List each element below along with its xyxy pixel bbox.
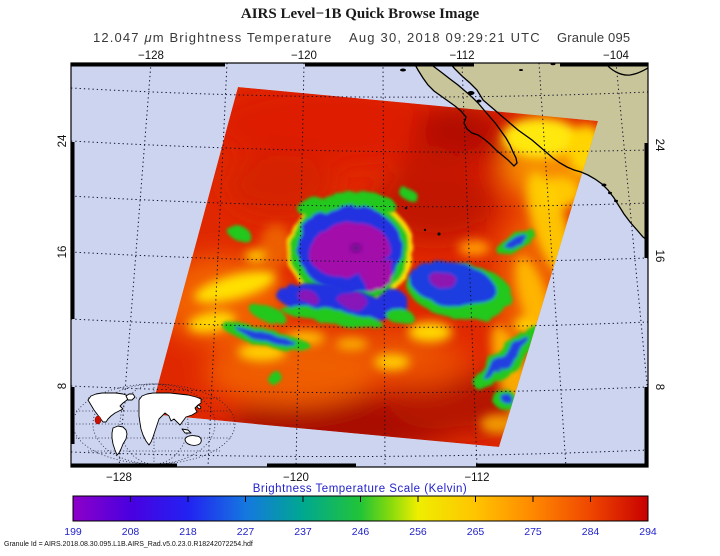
svg-text:284: 284 [582, 526, 600, 538]
svg-text:16: 16 [653, 250, 665, 263]
svg-text:8: 8 [57, 383, 69, 389]
svg-text:294: 294 [639, 526, 657, 538]
svg-text:Granule Id = AIRS.2018.08.30.0: Granule Id = AIRS.2018.08.30.095.L1B.AIR… [4, 541, 253, 548]
svg-text:AIRS Level−1B Quick Browse Ima: AIRS Level−1B Quick Browse Image [241, 6, 480, 22]
svg-text:−104: −104 [603, 50, 630, 62]
svg-text:199: 199 [64, 526, 82, 538]
svg-text:24: 24 [653, 139, 665, 152]
svg-text:24: 24 [57, 134, 69, 147]
svg-text:208: 208 [122, 526, 140, 538]
svg-text:16: 16 [57, 246, 69, 259]
svg-text:265: 265 [467, 526, 485, 538]
svg-text:218: 218 [179, 526, 197, 538]
svg-text:−120: −120 [291, 50, 317, 62]
svg-text:227: 227 [237, 526, 255, 538]
svg-text:246: 246 [352, 526, 370, 538]
svg-text:8: 8 [653, 384, 665, 390]
svg-text:−112: −112 [464, 472, 489, 484]
svg-text:−128: −128 [138, 50, 164, 62]
svg-text:Granule 095: Granule 095 [557, 30, 630, 45]
svg-text:−112: −112 [449, 50, 474, 62]
svg-text:12.047 μm Brightness Temperatu: 12.047 μm Brightness Temperature [93, 30, 333, 45]
svg-text:−128: −128 [106, 472, 132, 484]
svg-text:Brightness Temperature Scale (: Brightness Temperature Scale (Kelvin) [253, 483, 468, 495]
svg-text:Aug 30, 2018 09:29:21 UTC: Aug 30, 2018 09:29:21 UTC [349, 30, 541, 45]
svg-text:−120: −120 [283, 472, 309, 484]
svg-text:237: 237 [294, 526, 312, 538]
svg-text:275: 275 [524, 526, 542, 538]
svg-text:256: 256 [409, 526, 427, 538]
